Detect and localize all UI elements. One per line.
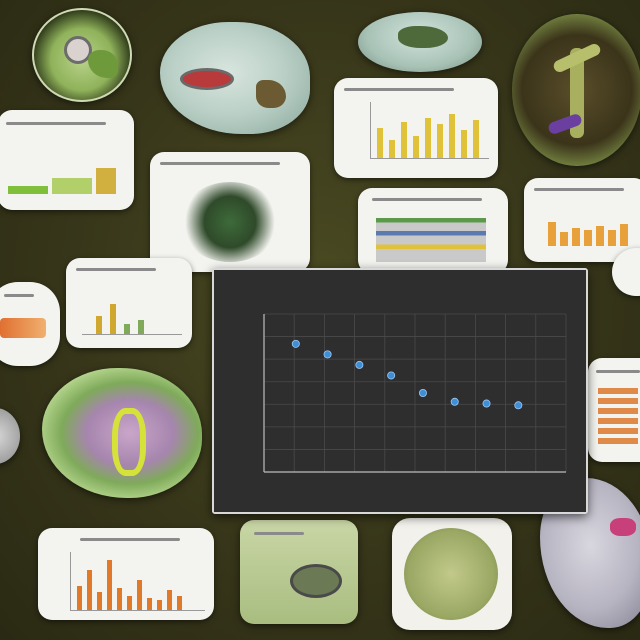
data-point <box>355 360 364 369</box>
thumb-chart-3 <box>334 78 498 178</box>
thumb-chart-9 <box>38 528 214 620</box>
chart-background <box>214 270 586 512</box>
thumb-chart-5 <box>524 178 640 262</box>
specimen-pollen-bottom <box>392 518 512 630</box>
point-layer <box>291 339 523 410</box>
specimen-cell-mid-left <box>42 368 202 498</box>
data-point <box>418 389 427 398</box>
data-point <box>291 339 300 348</box>
data-point <box>323 350 332 359</box>
specimen-pod-top <box>358 12 482 72</box>
thumb-chart-7 <box>0 282 60 366</box>
thumb-chart-8 <box>588 358 640 462</box>
data-point <box>514 401 523 410</box>
scatter-plot-svg <box>214 270 586 512</box>
specimen-organ-left-edge <box>0 408 20 464</box>
thumb-chart-1 <box>0 110 134 210</box>
specimen-coral-top-right <box>512 14 640 166</box>
data-point <box>387 371 396 380</box>
thumb-chart-4 <box>358 188 508 274</box>
axis-layer <box>263 314 566 473</box>
main-scatter-chart <box>212 268 588 514</box>
data-point <box>482 399 491 408</box>
thumb-chart-2 <box>150 152 310 272</box>
specimen-slide-bottom <box>240 520 358 624</box>
specimen-fish-top <box>160 22 310 134</box>
thumb-chart-6 <box>66 258 192 348</box>
data-point <box>450 397 459 406</box>
specimen-leaf-top-left <box>32 8 132 102</box>
